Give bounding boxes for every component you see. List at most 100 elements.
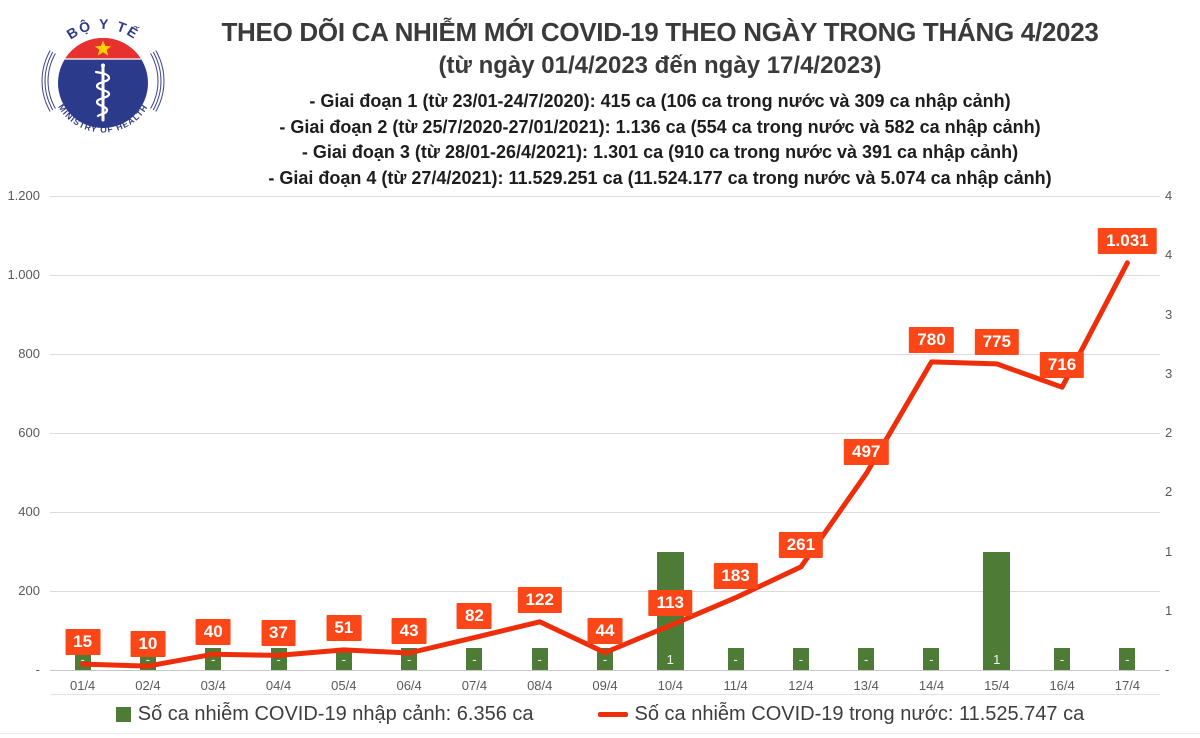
bar-07/4: - [466, 648, 483, 670]
x-tick-label: 08/4 [527, 678, 553, 693]
right-axis-tick: - [1165, 662, 1170, 677]
left-axis-tick: 600 [18, 425, 40, 440]
line-value-label-01/4: 15 [65, 629, 101, 656]
ministry-of-health-logo-icon: BỘ Y TẾ MINISTRY OF HEALTH [41, 15, 165, 147]
line-value-label-03/4: 40 [195, 619, 231, 646]
bar-value-label: - [798, 652, 804, 667]
bar-value-label: - [1059, 652, 1065, 667]
bar-08/4: - [531, 648, 548, 670]
x-tick-label: 02/4 [135, 678, 161, 693]
bar-12/4: - [792, 648, 809, 670]
x-tick-label: 05/4 [331, 678, 357, 693]
x-axis-line [50, 694, 1160, 695]
gridline [50, 275, 1160, 276]
line-value-label-16/4: 716 [1039, 352, 1085, 379]
left-axis: 1.200 1.000 800 600 400 200 - [0, 188, 40, 677]
bar-16/4: - [1054, 648, 1071, 670]
gridline [50, 591, 1160, 592]
line-value-label-08/4: 122 [517, 586, 562, 613]
gridline [50, 512, 1160, 513]
bar-value-label: - [733, 652, 738, 667]
bar-value-label: - [472, 652, 477, 667]
chart-header: THEO DÕI CA NHIỄM MỚI COVID-19 THEO NGÀY… [120, 16, 1200, 191]
line-value-label-12/4: 261 [778, 531, 824, 558]
phase-4-line: - Giai đoạn 4 (từ 27/4/2021): 11.529.251… [268, 167, 1052, 188]
gridline [50, 354, 1160, 355]
x-tick-label: 09/4 [592, 678, 618, 693]
x-tick-label: 13/4 [853, 678, 879, 693]
bar-14/4: - [923, 648, 940, 670]
line-value-label-14/4: 780 [909, 326, 954, 353]
right-axis-tick: 4 [1165, 247, 1173, 263]
bar-11/4: - [727, 648, 744, 670]
x-tick-label: 16/4 [1049, 678, 1075, 693]
bar-17/4: - [1119, 648, 1136, 670]
x-tick-label: 17/4 [1114, 678, 1141, 693]
left-axis-tick: 400 [18, 504, 40, 519]
line-value-label-10/4: 113 [648, 590, 692, 617]
bar-value-label: 1 [666, 652, 674, 667]
x-tick-label: 07/4 [461, 678, 488, 693]
x-tick-label: 10/4 [657, 678, 683, 693]
legend-bar-swatch-icon [115, 707, 131, 722]
line-series [80, 260, 1130, 669]
bar-value-label: - [406, 652, 412, 667]
legend-item-domestic: Số ca nhiễm COVID-19 trong nước: 11.525.… [597, 703, 1085, 726]
legend-imported-label: Số ca nhiễm COVID-19 nhập cảnh: 6.356 ca [137, 703, 534, 725]
x-tick-label: 11/4 [723, 678, 748, 693]
x-tick-label: 06/4 [396, 678, 422, 693]
plot-area: - - - - - - - - -1- - - -1- -15 10 40 37 51 43 82 122 44 113 1… [50, 196, 1160, 671]
phase-2-line: - Giai đoạn 2 (từ 25/7/2020-27/01/2021):… [279, 116, 1041, 137]
legend-item-imported: Số ca nhiễm COVID-19 nhập cảnh: 6.356 ca [115, 703, 534, 726]
bar-value-label: - [145, 652, 151, 667]
left-axis-tick: - [35, 662, 40, 677]
legend-domestic-label: Số ca nhiễm COVID-19 trong nước: 11.525.… [634, 703, 1085, 725]
left-axis-tick: 1.000 [7, 267, 40, 282]
line-value-label-09/4: 44 [587, 617, 623, 644]
right-axis-tick: 1 [1165, 602, 1173, 618]
right-axis-tick: 2 [1165, 484, 1173, 500]
x-axis: 01/4 02/4 03/4 04/4 05/4 06/4 07/4 08/4 09/4 10/4… [50, 678, 1160, 693]
ministry-of-health-logo: BỘ Y TẾ MINISTRY OF HEALTH [38, 10, 168, 150]
bar-value-label: - [1125, 652, 1130, 667]
phase-1-line: - Giai đoạn 1 (từ 23/01-24/7/2020): 415 … [309, 91, 1011, 111]
left-axis-tick: 200 [18, 583, 40, 598]
gridline [50, 196, 1160, 197]
bar-value-label: - [80, 652, 85, 667]
x-tick-label: 14/4 [918, 678, 945, 693]
line-value-label-11/4: 183 [713, 562, 758, 589]
x-tick-label: 03/4 [200, 678, 226, 693]
x-tick-label: 04/4 [265, 678, 292, 693]
line-value-label-02/4: 10 [130, 631, 166, 658]
page-subtitle: (từ ngày 01/4/2023 đến ngày 17/4/2023) [438, 52, 882, 79]
bar-13/4: - [858, 648, 875, 670]
bar-value-label: - [864, 652, 869, 667]
gridline [50, 433, 1160, 434]
line-value-label-15/4: 775 [974, 328, 1019, 355]
bar-15/4: 1 [983, 551, 1011, 670]
right-axis-tick: 3 [1165, 306, 1173, 322]
x-tick-label: 01/4 [69, 678, 96, 693]
line-value-label-05/4: 51 [326, 614, 362, 641]
right-axis-tick: 4 [1165, 188, 1173, 203]
phase-summary: - Giai đoạn 1 (từ 23/01-24/7/2020): 415 … [120, 89, 1200, 191]
right-axis-tick: 1 [1165, 543, 1173, 559]
left-axis-tick: 800 [18, 346, 40, 361]
page-title: THEO DÕI CA NHIỄM MỚI COVID-19 THEO NGÀY… [221, 17, 1099, 47]
bar-05/4: - [335, 648, 352, 670]
phase-3-line: - Giai đoạn 3 (từ 28/01-26/4/2021): 1.30… [301, 142, 1019, 162]
bar-value-label: - [602, 652, 608, 667]
right-axis: 4 4 3 3 2 2 1 1 - [1165, 188, 1199, 677]
line-value-label-17/4: 1.031 [1098, 227, 1157, 254]
line-value-label-06/4: 43 [391, 618, 427, 645]
bar-value-label: - [341, 652, 346, 667]
left-axis-tick: 1.200 [7, 188, 40, 203]
bar-value-label: - [211, 652, 216, 667]
line-value-label-13/4: 497 [843, 438, 889, 465]
x-tick-label: 15/4 [984, 678, 1010, 693]
gridline [50, 670, 1160, 671]
legend-line-swatch-icon [597, 712, 628, 717]
bar-value-label: - [929, 652, 934, 667]
chart-legend: Số ca nhiễm COVID-19 nhập cảnh: 6.356 ca… [0, 703, 1200, 726]
